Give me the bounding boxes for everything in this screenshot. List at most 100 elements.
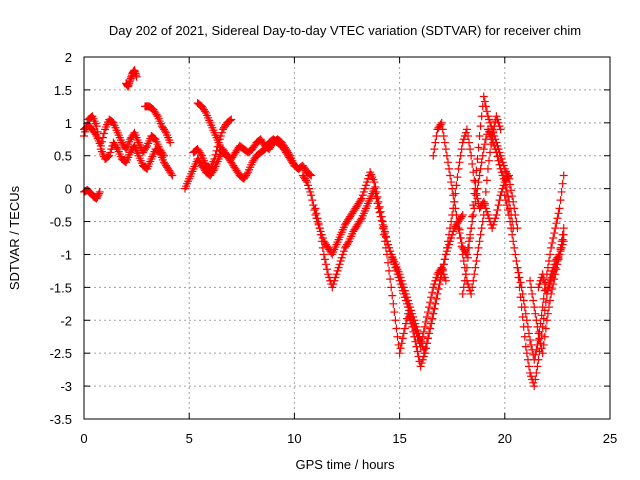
data-point <box>339 247 348 256</box>
data-point <box>446 224 455 233</box>
data-point <box>541 298 550 307</box>
data-point <box>480 97 489 106</box>
data-point <box>451 204 460 213</box>
data-point <box>437 270 446 279</box>
data-point <box>440 138 449 147</box>
y-tick-label: -3.5 <box>50 412 72 427</box>
y-tick-label: -2.5 <box>50 346 72 361</box>
data-point <box>501 196 510 205</box>
data-point <box>440 255 449 264</box>
data-point <box>315 224 324 233</box>
data-point <box>445 164 454 173</box>
data-point <box>331 273 340 282</box>
data-point <box>553 257 562 266</box>
series-sat-d <box>122 66 141 91</box>
data-point <box>372 194 381 203</box>
data-point <box>166 138 175 147</box>
data-point <box>317 237 326 246</box>
data-point <box>489 220 498 229</box>
data-point <box>557 243 566 252</box>
data-point <box>450 197 459 206</box>
data-point <box>328 283 337 292</box>
data-point <box>393 332 402 341</box>
data-point <box>469 201 478 210</box>
data-point <box>406 316 415 325</box>
data-point <box>214 138 223 147</box>
data-point <box>488 224 497 233</box>
data-point <box>534 329 543 338</box>
data-point <box>533 322 542 331</box>
data-point <box>402 293 411 302</box>
data-point <box>370 184 379 193</box>
data-point <box>486 118 495 127</box>
data-point <box>409 327 418 336</box>
data-point <box>362 178 371 187</box>
data-point <box>463 280 472 289</box>
chart-title: Day 202 of 2021, Sidereal Day-to-day VTE… <box>109 23 581 38</box>
data-point <box>473 155 482 164</box>
data-point <box>456 151 465 160</box>
data-point <box>549 234 558 242</box>
data-point <box>559 171 568 180</box>
data-point <box>316 230 325 239</box>
data-point <box>481 102 490 111</box>
data-point <box>556 196 565 205</box>
data-point <box>105 151 114 160</box>
data-point <box>477 224 486 233</box>
data-point <box>470 204 479 213</box>
data-point <box>542 289 551 298</box>
data-point <box>427 319 436 328</box>
data-point <box>511 250 520 259</box>
data-point <box>430 304 439 313</box>
data-point <box>471 178 480 187</box>
data-point <box>320 255 329 264</box>
data-point <box>436 120 445 129</box>
data-point <box>468 283 477 292</box>
data-point <box>469 276 478 285</box>
data-point <box>336 257 345 266</box>
data-point <box>454 164 463 173</box>
data-point <box>547 243 556 252</box>
data-point <box>459 135 468 144</box>
data-point <box>308 196 317 205</box>
data-point <box>445 230 454 239</box>
data-point <box>104 152 113 161</box>
data-point <box>523 355 532 364</box>
data-point <box>548 238 557 247</box>
data-point <box>555 204 564 213</box>
data-point <box>91 130 100 139</box>
data-point <box>290 161 299 170</box>
data-point <box>531 375 540 384</box>
data-point <box>491 214 500 223</box>
data-point <box>210 155 219 164</box>
data-point <box>470 189 479 198</box>
data-point <box>521 342 530 351</box>
data-point <box>485 115 494 124</box>
data-point <box>535 334 544 343</box>
data-point <box>311 204 320 213</box>
data-point <box>360 184 369 193</box>
data-point <box>544 283 553 292</box>
data-points <box>80 66 568 391</box>
data-point <box>412 342 421 351</box>
data-point <box>410 332 419 341</box>
y-tick-label: 1 <box>65 116 72 131</box>
data-point <box>421 317 430 326</box>
data-point <box>426 298 435 307</box>
data-point <box>458 250 467 259</box>
data-point <box>417 359 426 368</box>
data-point <box>289 159 298 168</box>
data-point <box>558 179 567 188</box>
data-point <box>314 219 323 228</box>
series-sat-o <box>500 171 568 364</box>
data-point <box>549 270 558 279</box>
data-point <box>301 176 310 185</box>
data-point <box>510 204 519 213</box>
data-point <box>424 308 433 317</box>
series-sat-k <box>378 125 514 371</box>
data-point <box>99 129 108 138</box>
data-point <box>344 238 353 247</box>
data-point <box>406 303 415 312</box>
data-point <box>432 294 441 303</box>
